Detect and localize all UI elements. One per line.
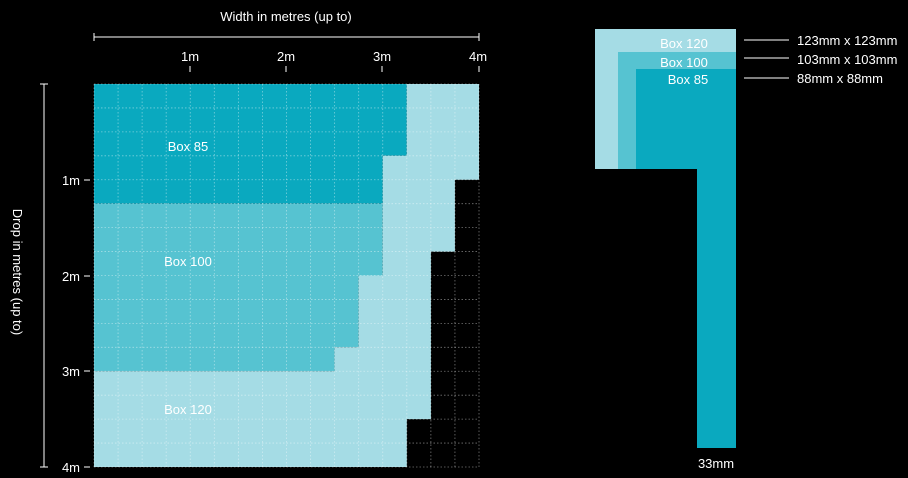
y-tick-label: 4m	[62, 460, 80, 475]
x-tick-label: 2m	[277, 49, 295, 64]
region-box120	[94, 84, 479, 467]
region-box100	[94, 203, 383, 372]
box85-profile	[636, 69, 736, 169]
region-label-box100: Box 100	[164, 254, 212, 269]
chart-grid	[93, 83, 480, 468]
profile-diagram: Box 120 Box 100 Box 85 123mm x 123mm 103…	[595, 29, 897, 471]
x-axis-ticks	[189, 66, 480, 72]
profile-label-box100: Box 100	[660, 55, 708, 70]
y-tick-label: 3m	[62, 364, 80, 379]
coverage-chart: Box 85 Box 100 Box 120	[93, 83, 480, 468]
dimension-label-box120: 123mm x 123mm	[797, 33, 897, 48]
x-tick-label: 3m	[373, 49, 391, 64]
y-axis: Drop in metres (up to) 1m 2m 3m 4m	[10, 83, 90, 475]
region-label-box120: Box 120	[164, 402, 212, 417]
rail-width-label: 33mm	[698, 456, 734, 471]
x-tick-label: 1m	[181, 49, 199, 64]
y-axis-title: Drop in metres (up to)	[10, 209, 25, 335]
profile-label-box120: Box 120	[660, 36, 708, 51]
profile-label-box85: Box 85	[668, 72, 708, 87]
region-label-box85: Box 85	[168, 139, 208, 154]
y-tick-label: 1m	[62, 173, 80, 188]
region-box85	[94, 84, 407, 204]
box-regions	[94, 84, 479, 467]
x-tick-label: 4m	[469, 49, 487, 64]
dimension-label-box100: 103mm x 103mm	[797, 52, 897, 67]
x-axis: Width in metres (up to) 1m 2m 3m 4m	[93, 9, 487, 72]
dimension-label-box85: 88mm x 88mm	[797, 71, 883, 86]
y-axis-ticks	[84, 179, 90, 468]
y-tick-label: 2m	[62, 269, 80, 284]
guide-rail	[697, 169, 736, 448]
x-axis-title: Width in metres (up to)	[220, 9, 352, 24]
